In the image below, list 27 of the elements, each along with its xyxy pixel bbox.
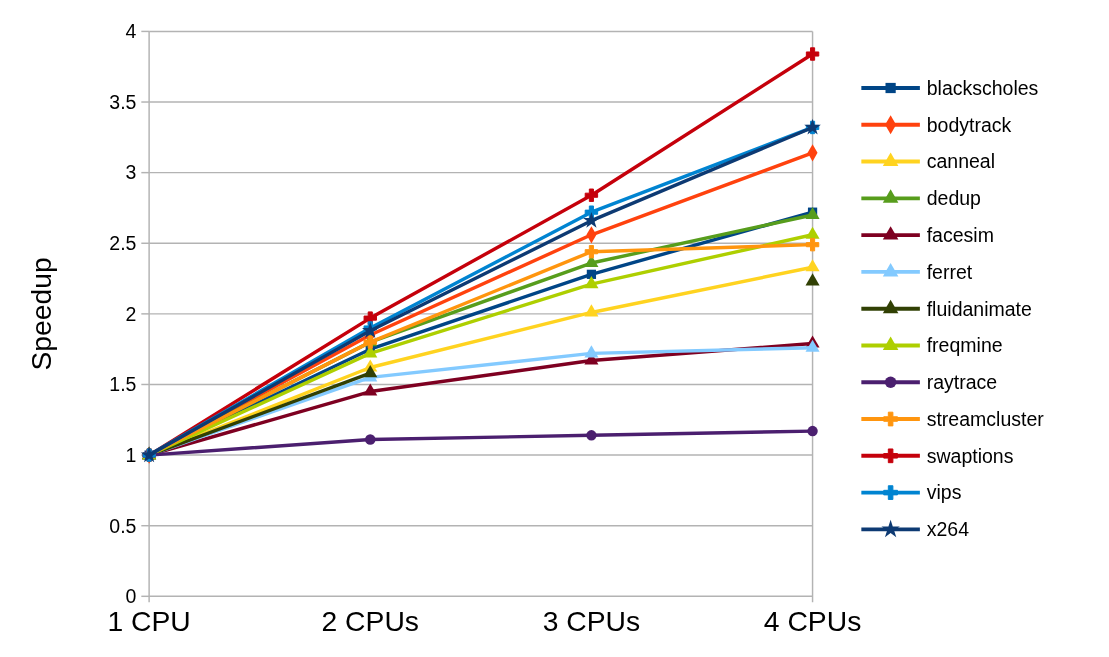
legend-label: canneal: [926, 150, 996, 173]
x-tick-label: 4 CPUs: [763, 605, 862, 638]
y-tick-label: 2.5: [109, 232, 137, 255]
x-tick-label: 2 CPUs: [321, 605, 419, 638]
legend-label: raytrace: [926, 371, 998, 394]
y-tick-label: 3: [125, 161, 137, 184]
y-tick-label: 2: [125, 302, 137, 325]
y-tick-label: 0.5: [109, 514, 137, 537]
y-tick-label: 3.5: [109, 90, 137, 113]
x-tick-label: 3 CPUs: [542, 605, 641, 638]
x-tick-label: 1 CPU: [107, 605, 191, 638]
legend-label: freqmine: [926, 334, 1003, 357]
y-tick-label: 1: [125, 443, 137, 466]
legend-label: vips: [926, 481, 962, 504]
legend-label: fluidanimate: [926, 297, 1032, 320]
legend-label: dedup: [926, 187, 982, 210]
y-tick-label: 4: [125, 20, 137, 43]
legend-label: blackscholes: [926, 76, 1039, 99]
legend-label: x264: [926, 518, 970, 541]
legend-label: swaptions: [926, 444, 1014, 467]
y-tick-label: 1.5: [109, 373, 137, 396]
legend-label: ferret: [926, 260, 973, 283]
legend-label: facesim: [926, 223, 994, 246]
legend-label: streamcluster: [926, 407, 1045, 430]
y-axis-title: Speedup: [24, 257, 57, 371]
legend-label: bodytrack: [926, 113, 1012, 136]
y-tick-label: 0: [125, 585, 137, 608]
